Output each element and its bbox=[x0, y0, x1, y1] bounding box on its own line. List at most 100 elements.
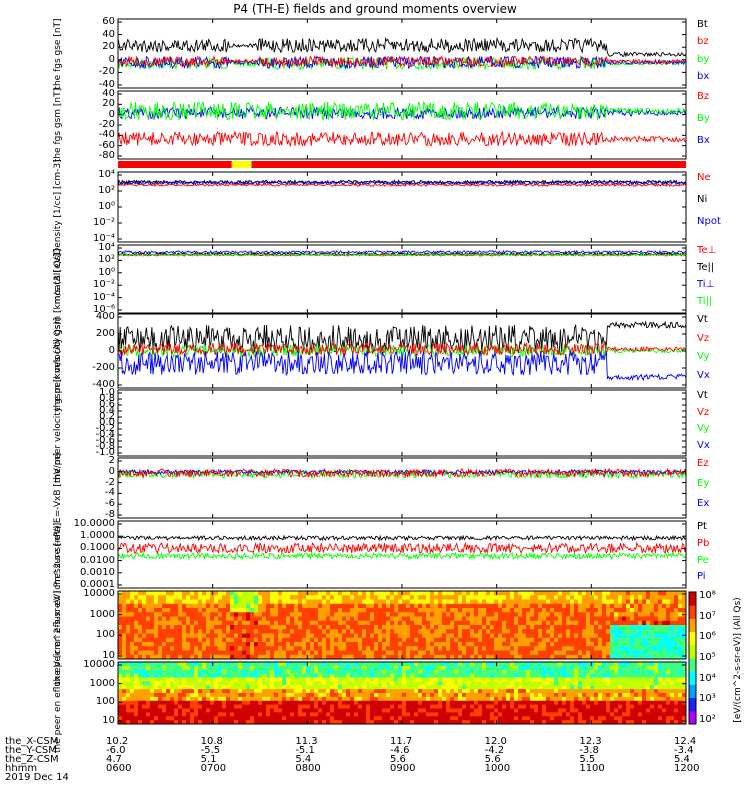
heatmap-cell bbox=[510, 591, 515, 596]
heatmap-cell bbox=[354, 599, 359, 605]
heatmap-cell bbox=[378, 599, 383, 605]
heatmap-cell bbox=[502, 662, 507, 667]
heatmap-cell bbox=[558, 696, 563, 702]
heatmap-cell bbox=[206, 696, 211, 702]
heatmap-cell bbox=[426, 716, 431, 721]
heatmap-cell bbox=[506, 646, 511, 651]
heatmap-cell bbox=[314, 708, 319, 713]
heatmap-cell bbox=[306, 673, 311, 679]
heatmap-cell bbox=[258, 650, 263, 656]
heatmap-cell bbox=[642, 612, 647, 617]
heatmap-cell bbox=[518, 629, 523, 634]
heatmap-cell bbox=[326, 665, 331, 671]
heatmap-cell bbox=[326, 654, 331, 660]
heatmap-cell bbox=[218, 681, 223, 686]
heatmap-cell bbox=[162, 708, 167, 713]
heatmap-cell bbox=[330, 689, 335, 694]
heatmap-cell bbox=[190, 677, 195, 682]
heatmap-cell bbox=[310, 642, 315, 647]
heatmap-cell bbox=[206, 633, 211, 639]
heatmap-cell bbox=[298, 625, 303, 630]
heatmap-cell bbox=[330, 616, 335, 622]
heatmap-cell bbox=[162, 693, 167, 698]
heatmap-cell bbox=[330, 673, 335, 679]
heatmap-cell bbox=[550, 677, 555, 682]
heatmap-cell bbox=[466, 696, 471, 702]
heatmap-cell bbox=[594, 654, 599, 660]
heatmap-cell bbox=[334, 646, 339, 651]
heatmap-cell bbox=[506, 633, 511, 639]
heatmap-cell bbox=[646, 693, 651, 698]
heatmap-cell bbox=[318, 599, 323, 605]
heatmap-cell bbox=[670, 704, 675, 710]
heatmap-cell bbox=[570, 693, 575, 698]
series-trace bbox=[117, 320, 687, 355]
heatmap-cell bbox=[266, 625, 271, 630]
y-tick-label: -80 bbox=[98, 150, 115, 161]
heatmap-cell bbox=[394, 696, 399, 702]
heatmap-cell bbox=[602, 620, 607, 626]
heatmap-cell bbox=[646, 654, 651, 660]
heatmap-cell bbox=[474, 689, 479, 694]
heatmap-cell bbox=[498, 704, 503, 710]
legend-entry: Pt bbox=[697, 521, 707, 532]
heatmap-cell bbox=[438, 625, 443, 630]
heatmap-cell bbox=[654, 681, 659, 686]
heatmap-cell bbox=[550, 612, 555, 617]
heatmap-cell bbox=[558, 633, 563, 639]
heatmap-cell bbox=[270, 599, 275, 605]
heatmap-cell bbox=[538, 608, 543, 613]
heatmap-cell bbox=[634, 689, 639, 694]
heatmap-cell bbox=[558, 629, 563, 634]
heatmap-cell bbox=[242, 595, 247, 600]
heatmap-cell bbox=[322, 629, 327, 634]
heatmap-cell bbox=[542, 704, 547, 710]
heatmap-cell bbox=[414, 681, 419, 686]
heatmap-cell bbox=[662, 620, 667, 626]
heatmap-cell bbox=[274, 608, 279, 613]
heatmap-cell bbox=[582, 599, 587, 605]
heatmap-cell bbox=[282, 650, 287, 656]
heatmap-cell bbox=[602, 650, 607, 656]
heatmap-cell bbox=[322, 708, 327, 713]
heatmap-cell bbox=[446, 669, 451, 675]
heatmap-cell bbox=[258, 633, 263, 639]
heatmap-cell bbox=[510, 685, 515, 690]
y-tick-label: -60 bbox=[98, 139, 115, 151]
heatmap-cell bbox=[462, 716, 467, 721]
heatmap-cell bbox=[206, 662, 211, 667]
heatmap-cell bbox=[634, 599, 639, 605]
heatmap-cell bbox=[234, 646, 239, 651]
heatmap-cell bbox=[150, 654, 155, 660]
heatmap-cell bbox=[146, 689, 151, 694]
heatmap-cell bbox=[254, 677, 259, 682]
heatmap-cell bbox=[554, 665, 559, 671]
heatmap-cell bbox=[190, 700, 195, 706]
heatmap-cell bbox=[450, 654, 455, 660]
heatmap-cell bbox=[666, 685, 671, 690]
heatmap-cell bbox=[666, 677, 671, 682]
heatmap-cell bbox=[614, 712, 619, 717]
heatmap-cell bbox=[410, 599, 415, 605]
heatmap-cell bbox=[454, 616, 459, 622]
heatmap-cell bbox=[210, 599, 215, 605]
heatmap-cell bbox=[190, 629, 195, 634]
heatmap-cell bbox=[306, 693, 311, 698]
heatmap-cell bbox=[334, 696, 339, 702]
heatmap-cell bbox=[310, 665, 315, 671]
heatmap-cell bbox=[418, 625, 423, 630]
heatmap-cell bbox=[154, 603, 159, 609]
heatmap-cell bbox=[230, 612, 235, 617]
heatmap-cell bbox=[622, 712, 627, 717]
heatmap-cell bbox=[330, 595, 335, 600]
heatmap-cell bbox=[394, 712, 399, 717]
heatmap-cell bbox=[190, 591, 195, 596]
heatmap-cell bbox=[650, 716, 655, 721]
heatmap-cell bbox=[506, 685, 511, 690]
heatmap-cell bbox=[626, 646, 631, 651]
heatmap-cell bbox=[118, 662, 123, 667]
heatmap-cell bbox=[566, 716, 571, 721]
heatmap-cell bbox=[222, 677, 227, 682]
heatmap-cell bbox=[526, 633, 531, 639]
heatmap-cell bbox=[594, 616, 599, 622]
